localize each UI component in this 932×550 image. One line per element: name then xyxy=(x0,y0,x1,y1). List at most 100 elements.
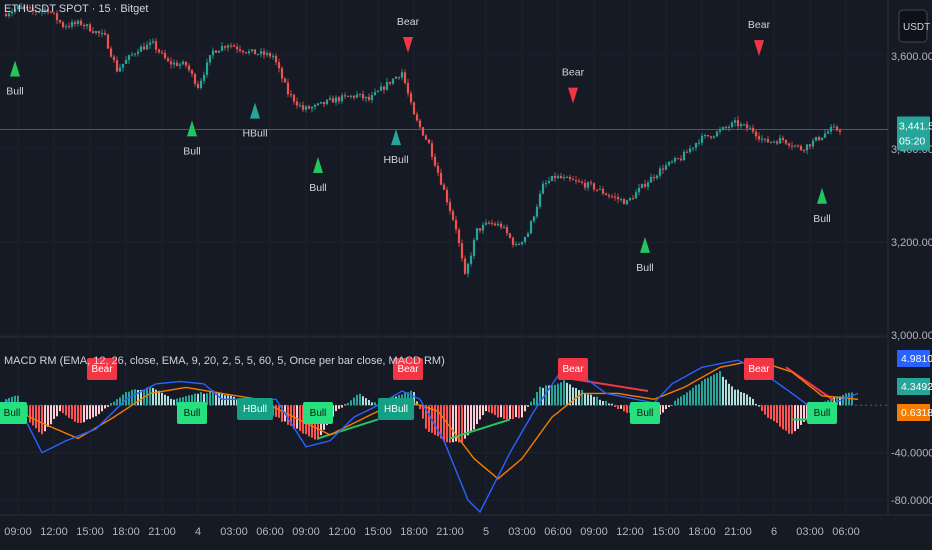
histogram-bar xyxy=(200,392,202,406)
histogram-bar xyxy=(518,405,520,419)
candle-body xyxy=(676,158,680,160)
price-tick-label: 3,000.00 xyxy=(891,330,932,342)
candle-body xyxy=(139,46,143,52)
bear-label: Bear xyxy=(397,16,420,28)
currency-button[interactable]: USDT xyxy=(898,9,930,43)
hbull-arrow xyxy=(250,102,260,119)
histogram-bar xyxy=(779,405,781,427)
signal-line xyxy=(5,359,859,480)
time-tick-label: 09:00 xyxy=(4,526,32,538)
histogram-bar xyxy=(608,403,610,406)
histogram-bar xyxy=(587,394,589,406)
candle-body xyxy=(262,51,266,55)
hbull-label: HBull xyxy=(242,128,267,140)
bull-box xyxy=(0,402,27,424)
candle-body xyxy=(58,20,62,23)
histogram-bar xyxy=(686,392,688,406)
histogram-bar xyxy=(725,379,727,406)
candle-body xyxy=(46,9,50,13)
currency-button-box[interactable] xyxy=(898,9,928,43)
candle-body xyxy=(778,138,782,144)
time-tick-label: 12:00 xyxy=(40,526,68,538)
hbull-box xyxy=(378,398,414,420)
candle-body xyxy=(271,55,275,57)
histogram-bar xyxy=(596,396,598,406)
histogram-bar xyxy=(53,405,55,419)
price-pane[interactable]: Bull Bull HBull Bull HBull Bear Bear Bull Bear Bu… xyxy=(4,2,842,278)
candle-body xyxy=(802,150,806,152)
candle-body xyxy=(532,216,536,222)
bull-box xyxy=(630,402,660,424)
candle-body xyxy=(235,46,239,50)
histogram-bar xyxy=(734,389,736,406)
histogram-bar xyxy=(113,401,115,406)
candle-body xyxy=(115,60,119,72)
histogram-bar xyxy=(464,405,466,439)
histogram-bar xyxy=(515,405,517,418)
bull-arrow xyxy=(187,120,197,137)
candle-body xyxy=(625,200,629,205)
candle-body xyxy=(511,237,515,245)
candle-body xyxy=(160,52,164,54)
candle-body xyxy=(175,62,179,66)
histogram-bar xyxy=(671,405,673,406)
histogram-bar xyxy=(602,400,604,406)
bull-box-label: Bull xyxy=(814,408,831,419)
macd-pane[interactable]: Bull Bear Bull HBull Bull HBull Bear Bear Bull Be… xyxy=(0,358,859,514)
price-axis[interactable] xyxy=(888,0,932,515)
histogram-bar xyxy=(545,385,547,406)
macd-tag-value: 4.9810 xyxy=(901,353,932,365)
candle-body xyxy=(451,211,455,220)
candle-body xyxy=(709,136,713,138)
candle-body xyxy=(394,76,398,79)
histogram-bar xyxy=(449,405,451,443)
time-tick-label: 5 xyxy=(483,526,489,538)
histogram-bar xyxy=(584,393,586,406)
candle-body xyxy=(835,126,839,131)
candle-body xyxy=(412,102,416,115)
candle-body xyxy=(7,13,11,17)
bear-box-label: Bear xyxy=(91,364,113,375)
candle-body xyxy=(148,42,152,45)
symbol-title[interactable]: ETHUSDT SPOT · 15 · Bitget xyxy=(4,3,148,15)
histogram-bar xyxy=(749,396,751,406)
histogram-bar xyxy=(116,399,118,406)
candle-body xyxy=(598,188,602,190)
candle-body xyxy=(364,96,368,99)
candle-body xyxy=(499,223,503,228)
candle-body xyxy=(700,135,704,143)
candle-body xyxy=(76,20,80,24)
candle-body xyxy=(727,127,731,129)
candle-body xyxy=(616,196,620,200)
histogram-bar xyxy=(842,395,844,406)
candle-body xyxy=(580,181,584,183)
bull-arrow xyxy=(640,236,650,253)
candle-body xyxy=(316,103,320,105)
candle-body xyxy=(730,122,734,128)
histogram-bar xyxy=(527,405,529,407)
bull-box-label: Bull xyxy=(4,408,21,419)
bull-box xyxy=(807,402,837,424)
candle-body xyxy=(280,68,284,79)
candle-body xyxy=(415,114,419,121)
histogram-bar xyxy=(119,397,121,406)
candle-body xyxy=(88,24,92,32)
histogram-bar xyxy=(524,405,526,412)
histogram-bar xyxy=(731,386,733,406)
histogram-bar xyxy=(80,405,82,423)
histogram-bar xyxy=(773,405,775,422)
histogram-bar xyxy=(830,397,832,406)
candle-body xyxy=(823,133,827,138)
histogram-bar xyxy=(617,405,619,410)
time-tick-label: 12:00 xyxy=(328,526,356,538)
histogram-bar xyxy=(758,405,760,407)
bull-label: Bull xyxy=(183,145,201,157)
bear-box-label: Bear xyxy=(397,364,419,375)
hbull-box-label: HBull xyxy=(243,404,267,415)
indicator-legend[interactable]: MACD RM (EMA, 12, 26, close, EMA, 9, 20,… xyxy=(4,355,445,367)
candle-body xyxy=(397,76,401,78)
divergence-line xyxy=(572,378,649,392)
time-tick-label: 06:00 xyxy=(832,526,860,538)
candle-body xyxy=(124,59,128,64)
